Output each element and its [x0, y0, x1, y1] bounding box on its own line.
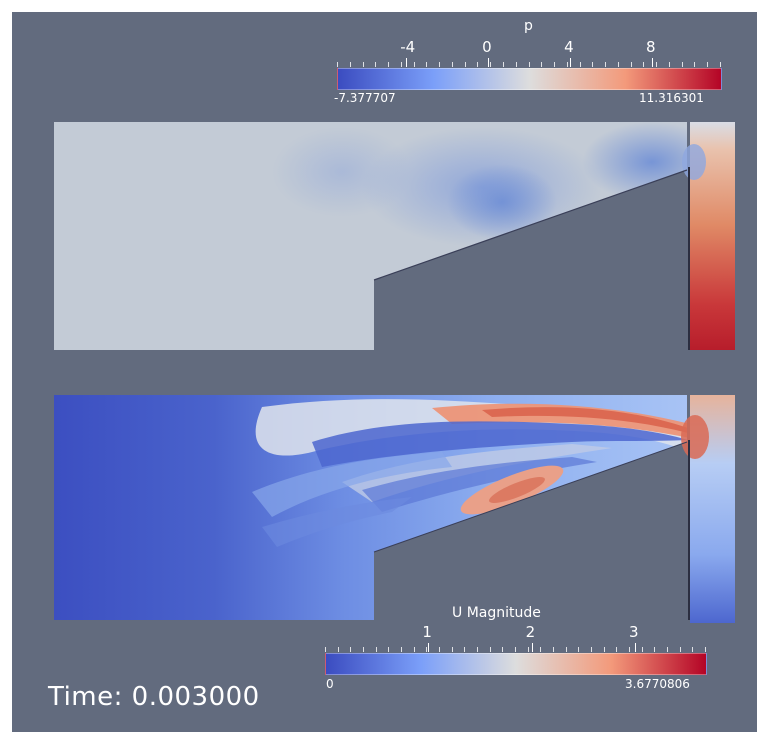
pressure-minor-tick — [528, 62, 530, 67]
pressure-minor-tick — [464, 62, 466, 67]
velocity-minor-tick — [629, 647, 630, 652]
pressure-minor-tick — [592, 62, 594, 67]
pressure-tick-label: 4 — [564, 38, 574, 56]
velocity-minor-tick — [413, 647, 415, 652]
pressure-minor-tick — [375, 62, 377, 67]
pressure-legend-title: p — [524, 18, 533, 34]
pressure-max-label: 11.316301 — [639, 91, 704, 105]
pressure-minor-tick — [656, 62, 658, 67]
pressure-minor-tick — [694, 62, 696, 67]
velocity-legend-title: U Magnitude — [452, 605, 541, 621]
velocity-minor-tick — [439, 647, 440, 652]
velocity-tick-label: 1 — [422, 623, 432, 641]
time-annotation: Time: 0.003000 — [48, 682, 260, 712]
pressure-minor-tick — [426, 62, 428, 67]
velocity-minor-tick — [375, 647, 377, 652]
velocity-minor-tick — [527, 647, 529, 652]
velocity-minor-tick — [654, 647, 656, 652]
velocity-minor-tick — [350, 647, 352, 652]
velocity-minor-tick — [337, 647, 339, 652]
pressure-minor-tick — [579, 62, 581, 67]
pressure-minor-tick — [477, 62, 479, 67]
pressure-minor-tick — [643, 62, 645, 67]
pressure-minor-tick — [554, 62, 556, 67]
pressure-tick-label: 8 — [646, 38, 656, 56]
velocity-minor-tick — [679, 647, 681, 652]
pressure-minor-tick — [388, 62, 390, 67]
velocity-major-tick — [428, 643, 430, 652]
pressure-min-label: -7.377707 — [334, 91, 396, 105]
velocity-minor-tick — [502, 647, 504, 652]
pressure-minor-tick — [349, 62, 351, 67]
pressure-tick-label: -4 — [400, 38, 416, 56]
velocity-minor-tick — [451, 647, 453, 652]
velocity-minor-tick — [565, 647, 567, 652]
velocity-minor-tick — [325, 647, 326, 652]
velocity-minor-tick — [705, 647, 706, 652]
pressure-major-tick — [570, 58, 572, 67]
pressure-minor-tick — [605, 62, 607, 67]
pressure-minor-tick — [400, 62, 402, 67]
pressure-minor-tick — [362, 62, 364, 67]
field-scene — [54, 122, 735, 623]
pressure-minor-tick — [515, 62, 517, 67]
velocity-major-tick — [635, 643, 637, 652]
pressure-minor-tick — [490, 62, 492, 67]
pressure-minor-tick — [668, 62, 670, 67]
pressure-minor-tick — [617, 62, 619, 67]
pressure-minor-tick — [707, 62, 709, 67]
velocity-minor-tick — [616, 647, 618, 652]
velocity-field-plot — [54, 395, 735, 623]
velocity-minor-tick — [667, 647, 668, 652]
velocity-tick-label: 2 — [525, 623, 536, 641]
pressure-minor-tick — [630, 62, 632, 67]
velocity-minor-tick — [388, 647, 390, 652]
pressure-colorbar — [337, 68, 722, 90]
pressure-minor-tick — [451, 62, 453, 67]
velocity-minor-tick — [401, 647, 402, 652]
pressure-minor-tick — [337, 62, 338, 67]
pressure-minor-tick — [502, 62, 504, 67]
velocity-minor-tick — [641, 647, 643, 652]
pressure-field-plot — [54, 122, 735, 350]
velocity-minor-tick — [464, 647, 466, 652]
velocity-minor-tick — [540, 647, 542, 652]
velocity-minor-tick — [603, 647, 605, 652]
render-viewport[interactable]: p -4 0 4 8 -7.377707 11.316301 U Magnitude … — [12, 12, 757, 732]
velocity-minor-tick — [591, 647, 592, 652]
pressure-tick-label: 0 — [482, 38, 492, 56]
velocity-minor-tick — [578, 647, 580, 652]
pressure-minor-tick — [566, 62, 568, 67]
pressure-major-tick — [488, 58, 490, 67]
pressure-minor-tick — [720, 62, 721, 67]
pressure-major-tick — [406, 58, 408, 67]
velocity-min-label: 0 — [326, 677, 334, 691]
pressure-minor-tick — [413, 62, 415, 67]
velocity-minor-tick — [363, 647, 364, 652]
pressure-major-tick — [652, 58, 654, 67]
velocity-max-label: 3.6770806 — [625, 677, 690, 691]
velocity-minor-tick — [489, 647, 491, 652]
velocity-minor-tick — [426, 647, 428, 652]
pressure-minor-tick — [439, 62, 441, 67]
pressure-minor-tick — [681, 62, 683, 67]
velocity-major-tick — [531, 643, 533, 652]
velocity-colorbar — [325, 653, 707, 675]
pressure-minor-tick — [541, 62, 543, 67]
velocity-minor-tick — [515, 647, 516, 652]
velocity-tick-label: 3 — [629, 623, 639, 641]
velocity-minor-tick — [477, 647, 478, 652]
velocity-minor-tick — [692, 647, 694, 652]
velocity-minor-tick — [553, 647, 554, 652]
